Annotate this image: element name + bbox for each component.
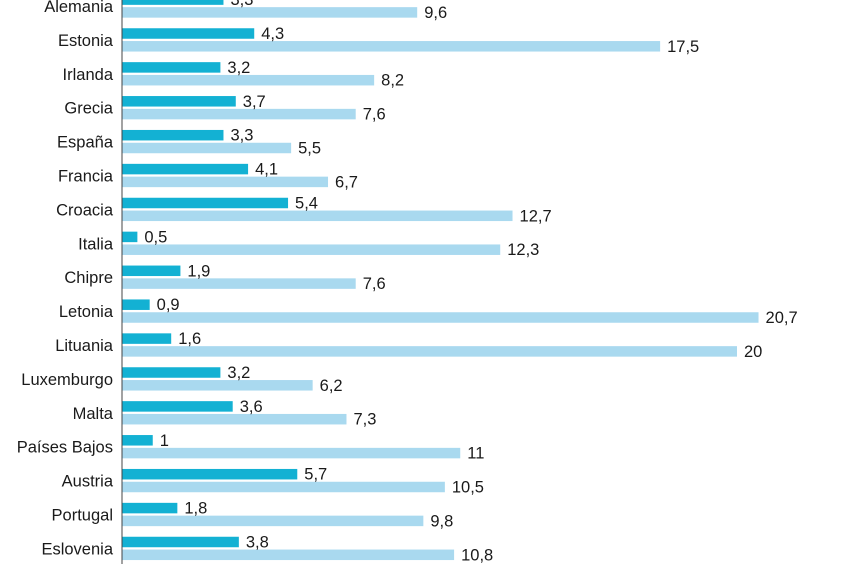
- category-label: Países Bajos: [17, 439, 113, 457]
- data-label: 5,7: [304, 466, 327, 484]
- data-label: 12,3: [507, 241, 539, 259]
- category-label: Austria: [62, 473, 114, 491]
- data-label: 6,2: [320, 377, 343, 395]
- bar-series-1: [122, 435, 153, 446]
- data-label: 9,6: [424, 4, 447, 22]
- data-label: 3,6: [240, 398, 263, 416]
- data-label: 1,8: [184, 500, 207, 518]
- bar-series-1: [122, 197, 289, 209]
- category-label: Portugal: [52, 507, 113, 525]
- data-label: 3,3: [230, 127, 253, 145]
- data-label: 6,7: [335, 173, 358, 191]
- bar-series-1: [122, 367, 221, 378]
- bar-series-1: [122, 502, 178, 514]
- category-label: Estonia: [58, 32, 114, 50]
- data-label: 11: [467, 445, 484, 463]
- bar-series-2: [122, 210, 513, 222]
- bar-series-1: [122, 468, 298, 480]
- bar-series-2: [122, 515, 424, 527]
- bar-series-2: [122, 176, 329, 188]
- data-label: 0,9: [157, 296, 180, 314]
- bar-series-1: [122, 163, 249, 175]
- data-label: 1: [160, 432, 169, 450]
- data-label: 3,3: [230, 0, 253, 9]
- category-label: España: [57, 134, 114, 152]
- bar-series-2: [122, 142, 292, 154]
- bar-series-2: [122, 244, 501, 255]
- bar-series-1: [122, 265, 181, 277]
- category-label: Lituania: [55, 337, 114, 355]
- data-label: 5,4: [295, 195, 318, 213]
- bar-series-2: [122, 346, 737, 357]
- bar-series-2: [122, 312, 759, 323]
- data-label: 7,6: [363, 106, 386, 124]
- bar-series-1: [122, 96, 236, 107]
- bar-series-1: [122, 401, 233, 412]
- data-label: 10,8: [461, 546, 493, 564]
- data-label: 9,8: [430, 512, 453, 530]
- data-label: 3,8: [246, 534, 269, 552]
- bar-series-2: [122, 108, 356, 120]
- category-label: Grecia: [64, 100, 113, 118]
- category-label: Letonia: [59, 303, 114, 321]
- bar-series-2: [122, 413, 347, 425]
- category-label: Malta: [73, 405, 114, 423]
- bar-series-1: [122, 129, 224, 141]
- data-label: 3,2: [227, 59, 250, 77]
- data-label: 1,6: [178, 330, 201, 348]
- category-label: Luxemburgo: [21, 371, 113, 389]
- category-label: Croacia: [56, 201, 114, 219]
- data-label: 3,2: [227, 364, 250, 382]
- bar-series-1: [122, 299, 150, 310]
- data-label: 0,5: [144, 228, 167, 246]
- data-label: 3,7: [243, 93, 266, 111]
- bar-series-2: [122, 549, 455, 561]
- data-label: 8,2: [381, 72, 404, 90]
- bar-series-1: [122, 28, 255, 39]
- category-label: Chipre: [64, 269, 113, 287]
- value-labels: 3,3 9,6 4,3 17,5 3,2 8,2 3,7 7,6 3,3 5,5 4,1 6,7 5,4…: [144, 0, 797, 564]
- category-label: Irlanda: [63, 66, 114, 84]
- bars: [122, 0, 759, 561]
- data-label: 20,7: [766, 309, 798, 327]
- data-label: 4,3: [261, 25, 284, 43]
- data-label: 17,5: [667, 38, 699, 56]
- bar-series-2: [122, 41, 661, 52]
- bar-series-2: [122, 380, 313, 391]
- data-label: 10,5: [452, 479, 484, 497]
- category-label: Eslovenia: [41, 540, 113, 558]
- category-label: Alemania: [44, 0, 114, 16]
- data-label: 20: [744, 343, 762, 361]
- bar-series-1: [122, 62, 221, 73]
- bar-series-2: [122, 481, 445, 493]
- data-label: 5,5: [298, 140, 321, 158]
- bar-series-1: [122, 536, 239, 548]
- bar-series-2: [122, 278, 356, 289]
- data-label: 7,3: [353, 411, 376, 429]
- bar-series-1: [122, 333, 172, 344]
- bar-series-1: [122, 231, 138, 243]
- data-label: 4,1: [255, 161, 278, 179]
- category-labels: Alemania Estonia Irlanda Grecia España Franci…: [17, 0, 114, 558]
- data-label: 1,9: [187, 262, 210, 280]
- category-label: Italia: [78, 235, 114, 253]
- bar-series-2: [122, 7, 418, 18]
- bar-series-1: [122, 0, 224, 5]
- category-label: Francia: [58, 168, 114, 186]
- data-label: 12,7: [520, 207, 552, 225]
- data-label: 7,6: [363, 275, 386, 293]
- bar-series-2: [122, 447, 461, 459]
- bar-series-2: [122, 74, 375, 86]
